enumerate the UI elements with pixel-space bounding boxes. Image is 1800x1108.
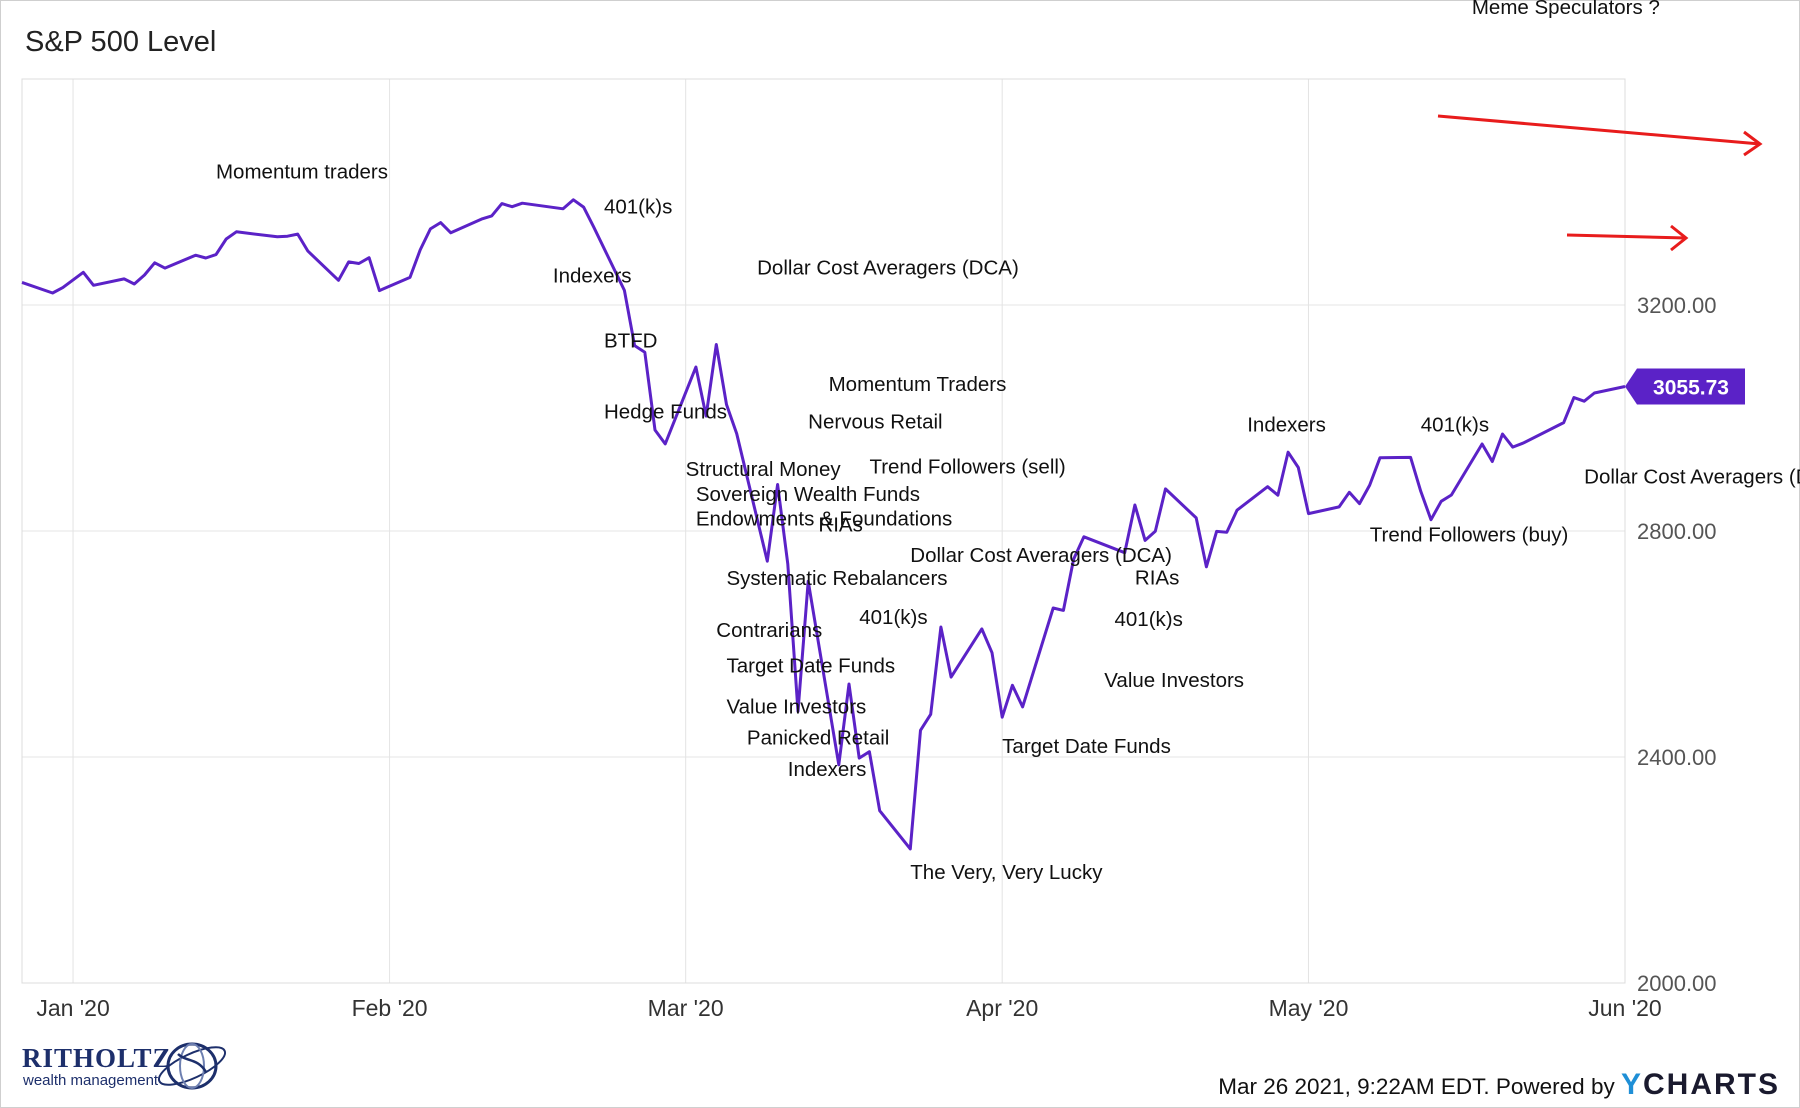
annotation-label: Nervous Retail [808, 411, 942, 434]
y-tick-label: 2000.00 [1637, 971, 1717, 996]
annotation-layer: Momentum traders 401(k)s Indexers Dollar Co… [216, 0, 1800, 884]
annotation-label: Endowments & Foundations [696, 507, 952, 530]
x-tick-label: Feb '20 [352, 995, 428, 1021]
annotation-label: Trend Followers (buy) [1370, 524, 1569, 547]
footer-powered: Powered by [1495, 1074, 1615, 1099]
last-value-badge [1625, 368, 1745, 405]
technical-traders-arrowhead [1743, 130, 1763, 157]
meme-speculators-arrow [1566, 233, 1687, 240]
annotation-label: Target Date Funds [1002, 735, 1171, 758]
annotation-label: Dollar Cost Averagers (DCA) [757, 256, 1019, 279]
annotation-label: Dollar Cost Averagers (DCA) [910, 544, 1172, 567]
annotation-label: 401(k)s [1421, 414, 1489, 437]
annotation-label: Dollar Cost Averagers (DCA) [1584, 466, 1800, 489]
x-tick-label: May '20 [1269, 995, 1349, 1021]
y-tick-label: 3200.00 [1637, 293, 1717, 318]
y-tick-label: 2400.00 [1637, 745, 1717, 770]
annotation-label: Indexers [553, 264, 632, 287]
annotation-label: Meme Speculators ? [1472, 0, 1660, 19]
annotation-label: Value Investors [727, 695, 867, 718]
ycharts-brand: YCHARTS [1621, 1068, 1780, 1101]
logo-name: RITHOLTZ [22, 1043, 172, 1073]
plot-border [21, 78, 1626, 984]
annotation-label: Target Date Funds [727, 654, 896, 677]
meme-speculators-arrowhead [1670, 224, 1689, 252]
annotation-label: Momentum traders [216, 160, 388, 183]
ritholtz-logo: RITHOLTZ wealth management [22, 1038, 227, 1096]
x-axis-ticks: Jan '20 Feb '20 Mar '20 Apr '20 May '20 Jun '… [36, 995, 1661, 1021]
globe-emblem-icon [157, 1042, 227, 1090]
x-tick-label: Apr '20 [966, 995, 1038, 1021]
grid-layer [22, 79, 1625, 983]
y-tick-label: 2800.00 [1637, 519, 1717, 544]
sp500-line [21, 198, 1626, 851]
logo-subtitle: wealth management [23, 1072, 159, 1089]
footer-credit: Mar 26 2021, 9:22AM EDT. Powered by YCHA… [1218, 1068, 1780, 1102]
annotation-label: Value Investors [1104, 669, 1244, 692]
x-tick-label: Mar '20 [648, 995, 724, 1021]
technical-traders-arrow [1437, 114, 1761, 146]
last-value-layer: 3055.73 [1625, 368, 1745, 405]
arrow-layer [1437, 114, 1763, 252]
footer-timestamp: Mar 26 2021, 9:22AM EDT. [1218, 1074, 1490, 1099]
annotation-label: Indexers [1247, 414, 1326, 437]
last-value-text: 3055.73 [1653, 377, 1729, 400]
chart-title: S&P 500 Level [25, 26, 217, 58]
y-axis-ticks: 2000.00 2400.00 2800.00 3200.00 [1637, 293, 1717, 996]
series-layer [21, 198, 1626, 851]
annotation-label: Sovereign Wealth Funds [696, 483, 920, 506]
annotation-label: 401(k)s [604, 195, 672, 218]
ycharts-brand-y: Y [1620, 1068, 1643, 1101]
annotation-label: Structural Money [686, 458, 842, 481]
annotation-label: Indexers [788, 758, 867, 781]
x-tick-label: Jan '20 [36, 995, 109, 1021]
annotation-label: BTFD [604, 329, 658, 352]
annotation-label: Hedge Funds [604, 401, 727, 424]
annotation-label: RIAs [818, 514, 862, 537]
annotation-label: Panicked Retail [747, 727, 889, 750]
annotation-label: 401(k)s [1114, 608, 1182, 631]
annotation-label: Systematic Rebalancers [727, 567, 948, 590]
annotation-label: Contrarians [716, 619, 822, 642]
x-tick-label: Jun '20 [1588, 995, 1661, 1021]
annotation-label: Trend Followers (sell) [869, 455, 1065, 478]
annotation-label: RIAs [1135, 567, 1179, 590]
ycharts-brand-rest: CHARTS [1643, 1068, 1780, 1101]
annotation-label: Momentum Traders [829, 373, 1007, 396]
annotation-label: The Very, Very Lucky [910, 861, 1103, 884]
annotation-label: 401(k)s [859, 606, 927, 629]
